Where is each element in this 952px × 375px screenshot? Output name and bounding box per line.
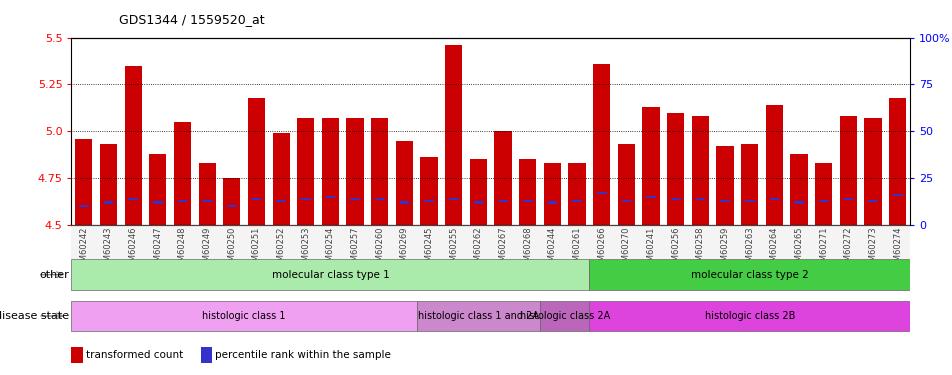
- Bar: [814, 163, 831, 225]
- Text: GDS1344 / 1559520_at: GDS1344 / 1559520_at: [119, 13, 265, 26]
- Text: molecular class type 2: molecular class type 2: [690, 270, 808, 280]
- Bar: [794, 201, 803, 204]
- Bar: [589, 301, 909, 331]
- Bar: [129, 198, 138, 200]
- Bar: [301, 198, 310, 200]
- Bar: [251, 198, 261, 200]
- Bar: [621, 200, 630, 202]
- Text: transformed count: transformed count: [86, 350, 184, 360]
- Bar: [445, 45, 462, 225]
- Bar: [744, 200, 754, 202]
- Bar: [347, 118, 364, 225]
- Text: histologic class 2B: histologic class 2B: [704, 311, 794, 321]
- Bar: [424, 200, 433, 202]
- Bar: [173, 122, 191, 225]
- Bar: [473, 201, 483, 204]
- Bar: [769, 198, 779, 200]
- Bar: [79, 205, 89, 207]
- Bar: [589, 260, 909, 290]
- Text: histologic class 2A: histologic class 2A: [519, 311, 609, 321]
- Bar: [375, 198, 385, 200]
- Bar: [276, 200, 286, 202]
- Bar: [399, 201, 408, 204]
- Bar: [201, 347, 212, 363]
- Bar: [716, 146, 733, 225]
- Text: other: other: [40, 270, 69, 280]
- Bar: [863, 118, 881, 225]
- Bar: [100, 144, 117, 225]
- Bar: [666, 112, 684, 225]
- Text: disease state: disease state: [0, 311, 69, 321]
- Bar: [818, 200, 827, 202]
- Bar: [843, 198, 852, 200]
- Bar: [540, 301, 589, 331]
- Bar: [420, 158, 437, 225]
- Bar: [670, 198, 680, 200]
- Bar: [867, 200, 877, 202]
- Bar: [395, 141, 412, 225]
- Bar: [202, 200, 211, 202]
- Bar: [645, 196, 655, 198]
- Text: molecular class type 1: molecular class type 1: [271, 270, 389, 280]
- Bar: [75, 139, 92, 225]
- Bar: [370, 118, 388, 225]
- Bar: [272, 133, 289, 225]
- Bar: [839, 116, 856, 225]
- Bar: [227, 205, 236, 207]
- Bar: [322, 118, 339, 225]
- Text: histologic class 1: histologic class 1: [202, 311, 286, 321]
- Bar: [523, 200, 532, 202]
- Bar: [592, 64, 610, 225]
- Bar: [720, 200, 729, 202]
- Bar: [695, 198, 704, 200]
- Bar: [198, 163, 215, 225]
- Bar: [350, 198, 360, 200]
- Bar: [104, 201, 113, 204]
- Bar: [642, 107, 659, 225]
- Bar: [498, 200, 507, 202]
- Bar: [888, 98, 905, 225]
- Bar: [519, 159, 536, 225]
- Bar: [568, 163, 585, 225]
- Bar: [326, 196, 335, 198]
- Bar: [416, 301, 540, 331]
- Bar: [547, 201, 557, 204]
- Bar: [892, 194, 902, 196]
- Bar: [153, 201, 163, 204]
- Bar: [149, 154, 167, 225]
- Bar: [125, 66, 142, 225]
- Bar: [71, 301, 416, 331]
- Bar: [297, 118, 314, 225]
- Bar: [596, 192, 605, 194]
- Bar: [544, 163, 561, 225]
- Bar: [789, 154, 807, 225]
- Bar: [765, 105, 783, 225]
- Bar: [71, 347, 83, 363]
- Bar: [741, 144, 758, 225]
- Bar: [494, 131, 511, 225]
- Text: histologic class 1 and 2A: histologic class 1 and 2A: [418, 311, 539, 321]
- Bar: [177, 200, 187, 202]
- Bar: [691, 116, 708, 225]
- Text: percentile rank within the sample: percentile rank within the sample: [215, 350, 391, 360]
- Bar: [71, 260, 589, 290]
- Bar: [469, 159, 486, 225]
- Bar: [617, 144, 634, 225]
- Bar: [572, 200, 582, 202]
- Bar: [248, 98, 265, 225]
- Bar: [223, 178, 240, 225]
- Bar: [448, 198, 458, 200]
